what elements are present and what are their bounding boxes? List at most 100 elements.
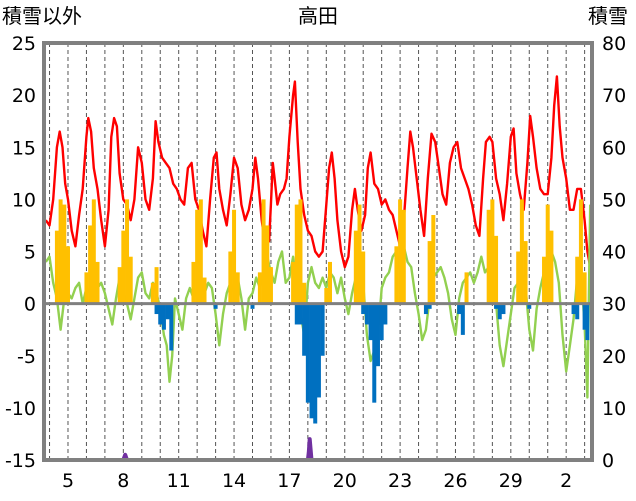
bar-mark	[125, 199, 130, 304]
x-tick-label: 23	[388, 470, 412, 492]
bar-mark	[494, 303, 499, 309]
bar-mark	[394, 246, 399, 304]
bar-mark	[291, 261, 296, 304]
y-tick-label: -5	[17, 346, 36, 368]
bar-mark	[62, 204, 67, 304]
bar-mark	[516, 251, 521, 304]
y-tick-label: 25	[12, 33, 36, 55]
bar-mark	[158, 303, 163, 325]
bar-mark	[150, 282, 155, 304]
bar-mark	[431, 215, 436, 304]
y-tick-label: -10	[5, 398, 36, 420]
y2-tick-label: 80	[602, 33, 626, 55]
bar-mark	[486, 209, 491, 304]
bar-mark	[65, 246, 70, 304]
bar-mark	[298, 303, 303, 325]
bar-mark	[357, 204, 362, 304]
y2-tick-label: 40	[602, 242, 626, 264]
bar-mark	[423, 303, 428, 315]
y2-tick-label: 10	[602, 398, 626, 420]
series-layer	[44, 75, 592, 462]
bar-mark	[364, 303, 369, 325]
bar-mark	[195, 209, 200, 304]
bar-mark	[169, 303, 174, 351]
bar-mark	[457, 303, 462, 315]
bar-mark	[519, 199, 524, 304]
bar-mark	[542, 256, 547, 304]
x-tick-label: 11	[167, 470, 191, 492]
bar-mark	[154, 303, 159, 315]
bar-mark	[265, 225, 270, 304]
bar-mark	[575, 256, 580, 304]
bar-mark	[161, 303, 166, 330]
y2-tick-label: 50	[602, 189, 626, 211]
bar-mark	[228, 251, 233, 304]
bar-mark	[460, 303, 465, 335]
bar-mark	[549, 230, 554, 304]
bar-mark	[575, 303, 580, 320]
bar-mark	[117, 267, 122, 304]
bar-mark	[375, 303, 380, 367]
bar-mark	[261, 199, 266, 304]
x-tick-label: 14	[222, 470, 246, 492]
bar-mark	[154, 267, 159, 304]
x-tick-label: 17	[277, 470, 301, 492]
y-tick-label: -15	[5, 450, 36, 472]
bar-mark	[427, 303, 432, 309]
bar-mark	[235, 272, 240, 304]
bar-mark	[191, 261, 196, 304]
bar-mark	[198, 199, 203, 304]
x-tick-label: 26	[443, 470, 467, 492]
bar-mark	[490, 199, 495, 304]
chart-title: 高田	[298, 4, 338, 28]
bar-mark	[165, 303, 170, 320]
bar-mark	[58, 199, 63, 304]
bar-mark	[302, 303, 307, 356]
y2-tick-label: 20	[602, 346, 626, 368]
bar-mark	[585, 303, 590, 341]
bar-mark	[305, 303, 310, 403]
series-line	[44, 204, 592, 399]
bar-mark	[250, 303, 255, 309]
bar-mark	[84, 272, 89, 304]
bar-mark	[316, 303, 321, 398]
bar-mark	[361, 303, 366, 315]
bar-mark	[294, 204, 299, 304]
bar-mark	[527, 303, 532, 309]
bar-mark	[91, 199, 96, 304]
plot-frame	[42, 41, 594, 462]
bar-mark	[353, 230, 358, 304]
y2-tick-label: 30	[602, 294, 626, 316]
bar-mark	[582, 303, 587, 330]
x-tick-label: 2	[560, 470, 572, 492]
left-axis-label: 積雪以外	[2, 4, 82, 28]
bar-mark	[545, 204, 550, 304]
bar-mark	[372, 303, 377, 403]
bar-mark	[313, 303, 318, 424]
bar-mark	[320, 303, 325, 356]
y-tick-label: 5	[24, 242, 36, 264]
y-tick-label: 20	[12, 85, 36, 107]
bar-mark	[464, 272, 469, 304]
right-axis-label: 積雪	[588, 4, 628, 28]
bar-mark	[232, 209, 237, 304]
bar-mark	[578, 199, 583, 304]
y2-tick-label: 60	[602, 137, 626, 159]
bar-mark	[54, 230, 59, 304]
bar-mark	[327, 261, 332, 304]
bar-mark	[398, 199, 403, 304]
series-line	[44, 75, 592, 269]
bar-mark	[298, 199, 303, 304]
bar-mark	[497, 303, 502, 320]
bar-mark	[368, 303, 373, 341]
bar-mark	[302, 282, 307, 304]
axes	[42, 41, 594, 462]
x-tick-label: 5	[62, 470, 74, 492]
bar-mark	[128, 256, 133, 304]
bar-mark	[88, 225, 93, 304]
bar-mark	[294, 303, 299, 325]
bar-mark	[213, 303, 218, 309]
x-tick-label: 8	[117, 470, 129, 492]
